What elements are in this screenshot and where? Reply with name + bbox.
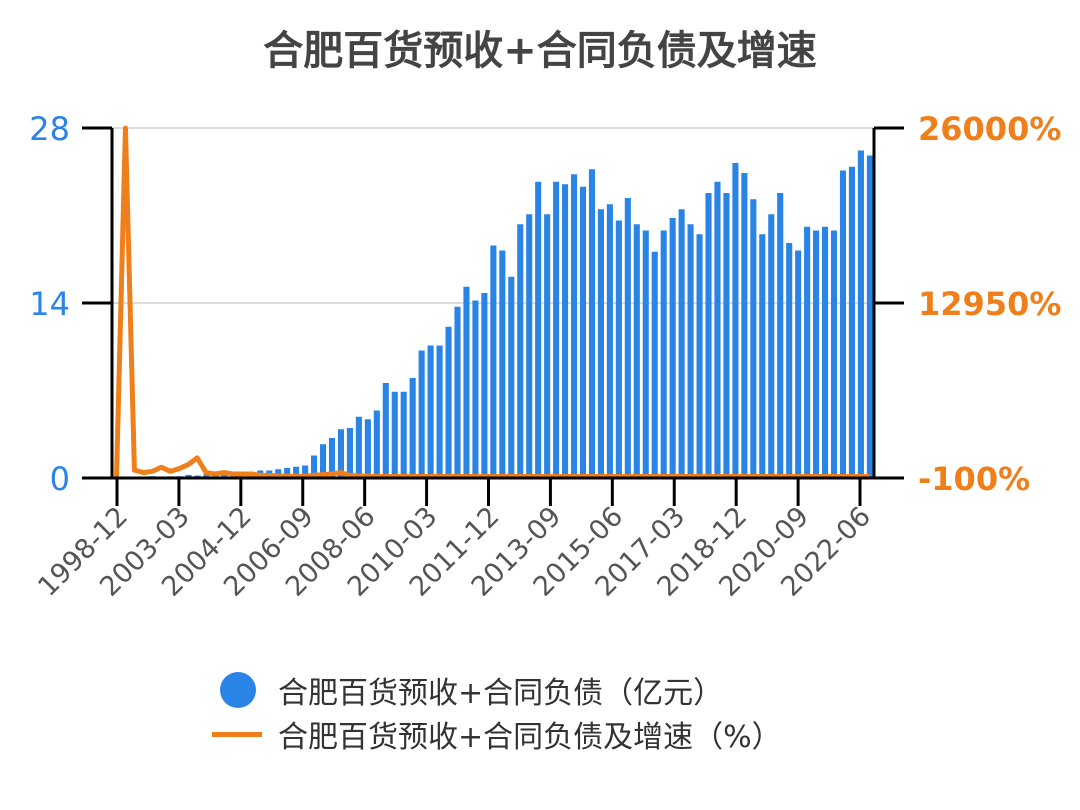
bar bbox=[570, 174, 578, 478]
bar bbox=[400, 391, 407, 478]
bar bbox=[696, 234, 703, 478]
left-tick-label: 14 bbox=[29, 285, 70, 323]
bar bbox=[660, 230, 667, 478]
bar bbox=[750, 199, 757, 478]
bar bbox=[786, 243, 793, 478]
bar bbox=[409, 378, 416, 478]
bar bbox=[732, 163, 739, 478]
bar-series bbox=[113, 150, 873, 478]
bar bbox=[391, 391, 398, 478]
bar bbox=[499, 250, 506, 478]
left-tick-label: 0 bbox=[50, 460, 70, 498]
bar bbox=[606, 204, 613, 478]
bar bbox=[588, 169, 596, 478]
left-tick-label: 28 bbox=[29, 110, 70, 148]
right-tick-label: 12950% bbox=[918, 285, 1061, 323]
bar bbox=[723, 193, 730, 478]
bar bbox=[741, 173, 748, 478]
bar bbox=[795, 250, 802, 478]
bar bbox=[346, 428, 353, 478]
bar bbox=[678, 209, 685, 478]
bar bbox=[508, 276, 515, 478]
bar bbox=[669, 218, 676, 478]
right-tick-label: -100% bbox=[918, 460, 1030, 498]
bar bbox=[848, 166, 855, 478]
bar bbox=[418, 350, 425, 478]
bar bbox=[221, 474, 228, 478]
bar bbox=[822, 226, 829, 478]
legend-item-line: 合肥百货预收+合同负债及增速（%） bbox=[212, 712, 782, 756]
bar bbox=[472, 300, 479, 478]
bar bbox=[284, 468, 291, 478]
legend-label-bar: 合肥百货预收+合同负债（亿元） bbox=[278, 676, 724, 711]
bar bbox=[382, 383, 389, 478]
legend-item-bar: 合肥百货预收+合同负债（亿元） bbox=[212, 668, 723, 712]
bar bbox=[535, 181, 542, 478]
bar bbox=[579, 186, 587, 478]
legend-marker-line bbox=[212, 731, 262, 737]
bar bbox=[454, 306, 461, 478]
bar bbox=[768, 214, 775, 478]
bar bbox=[490, 245, 497, 478]
bar bbox=[355, 416, 362, 478]
bar bbox=[436, 345, 443, 478]
bar bbox=[311, 455, 318, 478]
bar bbox=[597, 209, 604, 478]
bar bbox=[203, 474, 210, 478]
bar bbox=[364, 419, 371, 478]
bar bbox=[804, 226, 811, 478]
legend-marker-bar bbox=[220, 672, 256, 708]
bar bbox=[615, 220, 622, 478]
bar bbox=[642, 230, 649, 478]
bar bbox=[445, 326, 452, 478]
bar bbox=[526, 214, 533, 478]
bar bbox=[830, 230, 838, 478]
bar bbox=[562, 184, 569, 478]
bar bbox=[839, 170, 847, 478]
bar bbox=[337, 429, 345, 478]
bar bbox=[759, 234, 766, 478]
bar bbox=[777, 193, 784, 478]
bar bbox=[302, 465, 309, 478]
right-tick-label: 26000% bbox=[918, 110, 1061, 148]
bar bbox=[714, 181, 721, 478]
bar bbox=[813, 230, 820, 478]
bar bbox=[427, 345, 434, 478]
bar bbox=[624, 198, 631, 478]
bar bbox=[373, 410, 380, 478]
chart-title: 合肥百货预收+合同负债及增速 bbox=[263, 28, 817, 74]
bar bbox=[866, 155, 873, 478]
bar bbox=[319, 444, 327, 478]
bar bbox=[328, 438, 336, 478]
legend-label-line: 合肥百货预收+合同负债及增速（%） bbox=[278, 720, 782, 755]
bar bbox=[553, 181, 560, 478]
bar bbox=[705, 193, 712, 478]
bar bbox=[293, 466, 300, 478]
bar bbox=[651, 251, 658, 478]
bar bbox=[463, 286, 470, 478]
bar bbox=[517, 224, 524, 478]
bar bbox=[544, 214, 551, 478]
bar bbox=[633, 224, 640, 478]
bar bbox=[687, 224, 694, 478]
bar bbox=[185, 474, 192, 478]
bar bbox=[481, 293, 488, 478]
bar bbox=[857, 150, 864, 478]
